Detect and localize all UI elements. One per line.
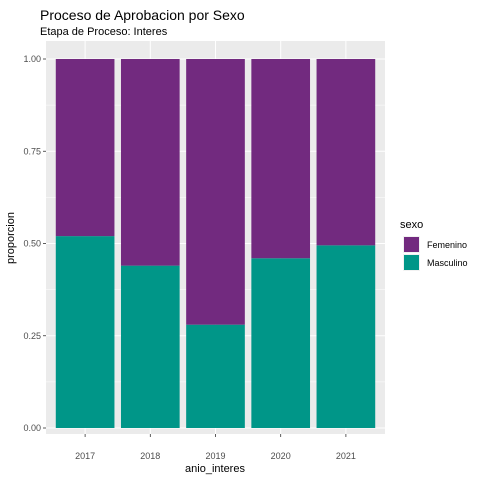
x-axis-title: anio_interes (185, 463, 245, 475)
bar-masculino-2018 (120, 265, 180, 428)
x-tick-label: 2020 (271, 451, 291, 461)
bar-femenino-2017 (55, 59, 115, 237)
bar-femenino-2019 (186, 59, 245, 325)
bar-femenino-2018 (120, 59, 180, 266)
x-tick-label: 2021 (336, 451, 356, 461)
y-tick-label: 0.50 (23, 239, 41, 249)
y-axis: 0.00 0.25 0.50 0.75 1.00 (23, 54, 46, 433)
bar-masculino-2019 (186, 324, 245, 428)
bar-masculino-2017 (55, 236, 115, 428)
y-tick-label: 0.75 (23, 146, 41, 156)
legend-label-masculino: Masculino (427, 258, 468, 268)
x-tick-label: 2018 (140, 451, 160, 461)
bar-femenino-2020 (251, 59, 311, 259)
legend-title: sexo (400, 219, 423, 231)
bar-masculino-2020 (251, 258, 311, 428)
bar-masculino-2021 (316, 245, 376, 428)
y-tick-label: 0.25 (23, 331, 41, 341)
x-axis: 2017 2018 2019 2020 2021 (75, 434, 356, 461)
chart-title: Proceso de Aprobacion por Sexo (40, 7, 245, 23)
legend-label-femenino: Femenino (427, 240, 467, 250)
y-axis-title: proporcion (5, 212, 17, 264)
legend-swatch-femenino (404, 237, 419, 252)
legend-swatch-masculino (404, 255, 419, 270)
x-tick-label: 2017 (75, 451, 95, 461)
chart-subtitle: Etapa de Proceso: Interes (40, 26, 168, 38)
legend: sexo Femenino Masculino (400, 219, 468, 271)
y-tick-label: 0.00 (23, 423, 41, 433)
bar-femenino-2021 (316, 59, 376, 246)
bars (55, 59, 376, 428)
x-tick-label: 2019 (205, 451, 225, 461)
y-tick-label: 1.00 (23, 54, 41, 64)
